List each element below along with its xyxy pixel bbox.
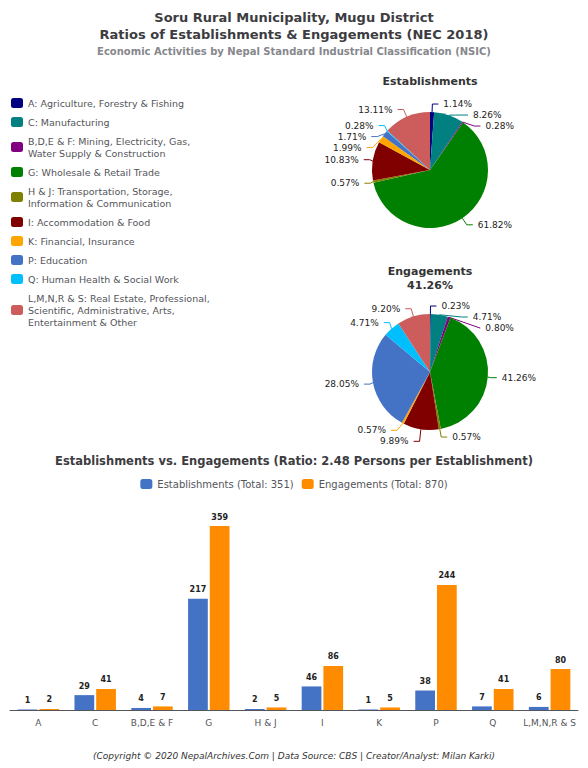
svg-text:Information & Communication: Information & Communication: [28, 198, 171, 209]
svg-text:61.82%: 61.82%: [478, 220, 513, 230]
svg-text:B,D,E & F: Mining, Electricity: B,D,E & F: Mining, Electricity, Gas,: [28, 136, 190, 147]
svg-text:L,M,N,R & S: Real Estate, Prof: L,M,N,R & S: Real Estate, Professional,: [28, 293, 210, 304]
svg-text:8.26%: 8.26%: [473, 110, 502, 120]
svg-text:6: 6: [536, 693, 542, 702]
svg-text:P: P: [433, 718, 439, 728]
svg-text:41: 41: [100, 675, 112, 684]
svg-text:41: 41: [498, 675, 510, 684]
svg-text:10.83%: 10.83%: [324, 155, 359, 165]
svg-text:Establishments (Total: 351): Establishments (Total: 351): [157, 479, 293, 490]
svg-text:K: K: [376, 718, 383, 728]
svg-text:13.11%: 13.11%: [358, 105, 393, 115]
svg-text:G: Wholesale & Retail Trade: G: Wholesale & Retail Trade: [28, 167, 160, 178]
svg-text:2: 2: [46, 695, 52, 704]
svg-text:(Copyright © 2020 NepalArchive: (Copyright © 2020 NepalArchives.Com | Da…: [93, 751, 495, 761]
svg-text:0.57%: 0.57%: [331, 178, 360, 188]
svg-text:1.99%: 1.99%: [333, 143, 362, 153]
svg-text:5: 5: [387, 694, 393, 703]
svg-text:9.20%: 9.20%: [372, 304, 401, 314]
svg-text:P: Education: P: Education: [28, 255, 87, 266]
svg-text:1.71%: 1.71%: [338, 132, 367, 142]
svg-text:C: Manufacturing: C: Manufacturing: [28, 117, 110, 128]
svg-text:H & J: Transportation, Storage: H & J: Transportation, Storage,: [28, 186, 172, 197]
svg-text:1: 1: [25, 696, 31, 705]
svg-text:Engagements: Engagements: [388, 265, 473, 278]
svg-text:86: 86: [328, 652, 340, 661]
svg-text:0.28%: 0.28%: [345, 121, 374, 131]
svg-text:H & J: H & J: [255, 718, 277, 728]
svg-text:9.89%: 9.89%: [380, 436, 409, 446]
svg-text:0.23%: 0.23%: [441, 301, 470, 311]
svg-text:0.57%: 0.57%: [452, 432, 481, 442]
svg-text:4.71%: 4.71%: [350, 318, 379, 328]
svg-text:4: 4: [138, 694, 144, 703]
svg-text:244: 244: [439, 571, 456, 580]
svg-text:28.05%: 28.05%: [325, 379, 360, 389]
svg-text:29: 29: [79, 682, 91, 691]
svg-text:Engagements (Total: 870): Engagements (Total: 870): [319, 479, 448, 490]
svg-text:1.14%: 1.14%: [443, 99, 472, 109]
svg-text:Q: Human Health & Social Work: Q: Human Health & Social Work: [28, 274, 179, 285]
svg-text:359: 359: [211, 513, 228, 522]
svg-text:0.57%: 0.57%: [357, 425, 386, 435]
svg-text:I: I: [321, 718, 324, 728]
svg-text:K: Financial, Insurance: K: Financial, Insurance: [28, 236, 135, 247]
svg-text:Scientific, Administrative, Ar: Scientific, Administrative, Arts,: [28, 305, 175, 316]
svg-text:38: 38: [420, 677, 432, 686]
svg-text:I: Accommodation & Food: I: Accommodation & Food: [28, 217, 150, 228]
svg-text:41.26%: 41.26%: [502, 373, 537, 383]
svg-text:0.28%: 0.28%: [485, 121, 514, 131]
svg-text:7: 7: [160, 693, 166, 702]
svg-text:1: 1: [366, 696, 372, 705]
svg-text:41.26%: 41.26%: [407, 279, 453, 292]
svg-text:A: Agriculture, Forestry & Fis: A: Agriculture, Forestry & Fishing: [28, 98, 184, 109]
svg-text:5: 5: [274, 694, 280, 703]
svg-text:Soru Rural Municipality, Mugu: Soru Rural Municipality, Mugu District: [154, 10, 433, 25]
svg-text:46: 46: [306, 673, 318, 682]
svg-text:C: C: [92, 718, 98, 728]
svg-text:2: 2: [252, 695, 258, 704]
svg-text:L,M,N,R & S: L,M,N,R & S: [523, 718, 576, 728]
svg-text:Establishments: Establishments: [382, 75, 478, 88]
svg-text:4.71%: 4.71%: [473, 312, 502, 322]
svg-text:Entertainment & Other: Entertainment & Other: [28, 317, 137, 328]
svg-text:A: A: [35, 718, 42, 728]
svg-text:G: G: [205, 718, 212, 728]
svg-text:Ratios of Establishments & Eng: Ratios of Establishments & Engagements (…: [100, 27, 489, 42]
svg-text:Establishments vs. Engagements: Establishments vs. Engagements (Ratio: 2…: [55, 454, 533, 468]
svg-text:217: 217: [190, 585, 207, 594]
svg-text:0.80%: 0.80%: [485, 323, 514, 333]
svg-text:Water Supply & Construction: Water Supply & Construction: [28, 148, 165, 159]
svg-text:Economic Activities by Nepal S: Economic Activities by Nepal Standard In…: [97, 46, 491, 57]
svg-text:80: 80: [555, 656, 567, 665]
svg-text:B,D,E & F: B,D,E & F: [131, 718, 173, 728]
svg-text:Q: Q: [489, 718, 496, 728]
svg-text:7: 7: [479, 693, 485, 702]
